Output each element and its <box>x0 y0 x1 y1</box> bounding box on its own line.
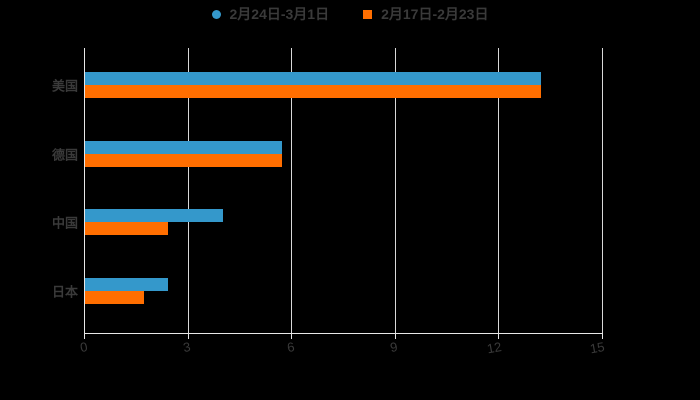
axis-tick <box>601 334 603 339</box>
legend-label: 2月17日-2月23日 <box>381 6 489 22</box>
legend-item-week-previous[interactable]: 2月17日-2月23日 <box>363 4 488 24</box>
axis-tick <box>84 334 85 339</box>
gridline <box>291 48 293 334</box>
bar-series1-row2[interactable] <box>85 222 168 236</box>
category-label: 美国 <box>51 78 78 94</box>
bar-series0-row0[interactable] <box>85 72 541 85</box>
legend-label: 2月24日-3月1日 <box>229 6 330 22</box>
category-label: 德国 <box>51 147 78 163</box>
x-axis-tick-label: 6 <box>285 339 296 356</box>
y-axis-line <box>84 48 85 334</box>
bar-series0-row2[interactable] <box>85 209 224 223</box>
axis-tick <box>498 334 500 339</box>
x-axis-tick-label: 15 <box>589 339 607 357</box>
axis-tick <box>291 334 293 339</box>
gridline <box>601 48 603 334</box>
legend-item-week-current[interactable]: 2月24日-3月1日 <box>211 4 330 24</box>
gridline <box>187 48 189 334</box>
square-icon <box>363 9 373 19</box>
bar-series0-row3[interactable] <box>85 278 168 292</box>
circle-icon <box>211 9 221 19</box>
x-axis-line <box>84 333 603 334</box>
gridline <box>498 48 500 334</box>
category-label: 日本 <box>51 284 78 300</box>
axis-tick <box>187 334 189 339</box>
axis-tick <box>394 334 396 339</box>
bar-series1-row3[interactable] <box>85 291 144 305</box>
category-label: 中国 <box>51 215 78 231</box>
bar-series0-row1[interactable] <box>85 140 282 154</box>
bar-series1-row1[interactable] <box>85 153 282 167</box>
x-axis-tick-label: 0 <box>78 339 89 356</box>
x-axis-tick-label: 12 <box>485 339 503 357</box>
x-axis-tick-label: 9 <box>389 339 399 356</box>
gridline <box>394 48 396 334</box>
chart-legend: 2月24日-3月1日 2月17日-2月23日 <box>0 4 700 24</box>
bar-series1-row0[interactable] <box>85 85 541 98</box>
x-axis-tick-label: 3 <box>181 339 192 356</box>
